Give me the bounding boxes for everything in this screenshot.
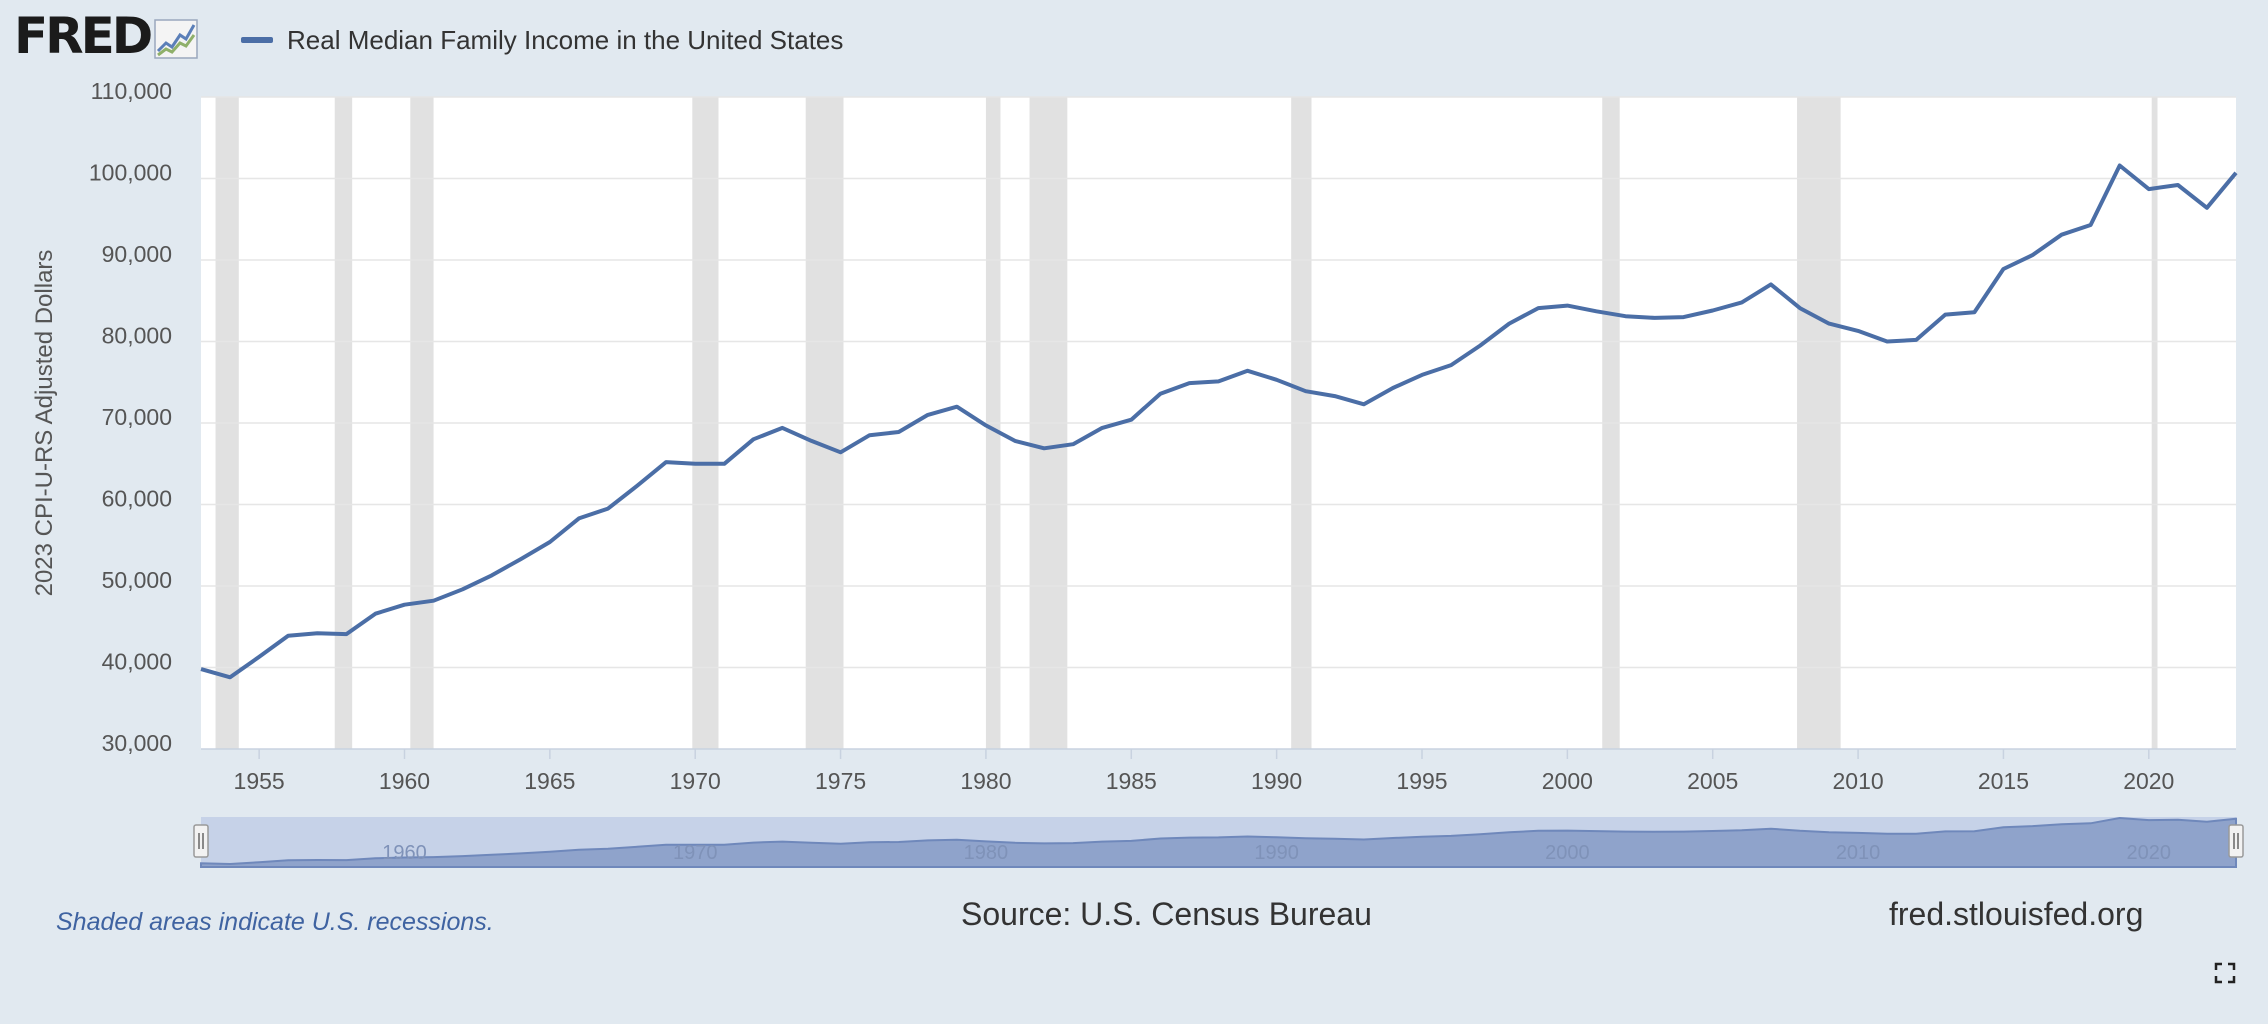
x-tick-label: 2000 — [1542, 768, 1593, 794]
legend-swatch — [241, 37, 273, 43]
x-tick-label: 1975 — [815, 768, 866, 794]
fred-chart-icon — [154, 19, 199, 59]
fullscreen-icon[interactable] — [2214, 962, 2236, 984]
x-tick-label: 1985 — [1106, 768, 1157, 794]
y-tick-label: 90,000 — [102, 241, 172, 267]
gridlines — [201, 96, 2236, 669]
navigator-tick-label: 1980 — [964, 842, 1009, 864]
y-tick-label: 100,000 — [89, 160, 172, 186]
y-tick-label: 110,000 — [91, 78, 172, 104]
range-navigator[interactable]: 1960 1970 1980 1990 2000 2010 2020 — [193, 816, 2244, 868]
y-tick-label: 40,000 — [102, 649, 172, 675]
navigator-left-handle[interactable] — [193, 824, 209, 858]
navigator-series-area — [200, 816, 2237, 868]
x-tick-label: 1995 — [1396, 768, 1447, 794]
series-line-real-median-family-income[interactable] — [200, 163, 2238, 680]
x-tick-label: 2020 — [2123, 768, 2174, 794]
y-tick-label: 50,000 — [102, 567, 172, 593]
navigator-tick-label: 1990 — [1254, 842, 1299, 864]
navigator-tick-label: 1970 — [673, 842, 718, 864]
navigator-tick-label: 2020 — [2127, 842, 2172, 864]
chart-legend[interactable]: Real Median Family Income in the United … — [241, 20, 843, 60]
x-tick-label: 2010 — [1832, 768, 1883, 794]
x-tick-label: 1970 — [670, 768, 721, 794]
y-tick-label: 60,000 — [102, 486, 172, 512]
y-tick-label: 70,000 — [102, 404, 172, 430]
line-chart: 1955 1960 1965 1970 1975 1980 1985 1990 1995 2000… — [31, 78, 2244, 868]
y-axis-label: 2023 CPI-U-RS Adjusted Dollars — [31, 250, 58, 597]
x-tick-label: 1980 — [960, 768, 1011, 794]
x-tick-label: 2015 — [1978, 768, 2029, 794]
x-tick-label: 1990 — [1251, 768, 1302, 794]
x-tick-label: 1965 — [524, 768, 575, 794]
fred-site-link[interactable]: fred.stlouisfed.org — [1889, 896, 2144, 932]
navigator-tick-label: 2000 — [1545, 842, 1590, 864]
navigator-tick-label: 1960 — [382, 842, 427, 864]
navigator-axis: 1960 1970 1980 1990 2000 2010 2020 — [382, 842, 2171, 864]
x-tick-label: 1960 — [379, 768, 430, 794]
x-tick-label: 1955 — [234, 768, 285, 794]
y-tick-label: 30,000 — [102, 730, 172, 756]
legend-label: Real Median Family Income in the United … — [287, 24, 844, 55]
x-tick-label: 2005 — [1687, 768, 1738, 794]
navigator-right-handle[interactable] — [2228, 824, 2244, 858]
fred-logo-text: FRED — [14, 7, 153, 65]
x-axis: 1955 1960 1965 1970 1975 1980 1985 1990 1995 2000… — [234, 749, 2174, 794]
recession-note: Shaded areas indicate U.S. recessions. — [56, 908, 494, 936]
fred-logo[interactable]: FRED — [14, 7, 199, 65]
y-axis: 30,000 40,000 50,000 60,000 70,000 80,000 90,0… — [89, 78, 172, 756]
y-tick-label: 80,000 — [102, 323, 172, 349]
source-credit: Source: U.S. Census Bureau — [961, 896, 1372, 932]
navigator-tick-label: 2010 — [1836, 842, 1881, 864]
